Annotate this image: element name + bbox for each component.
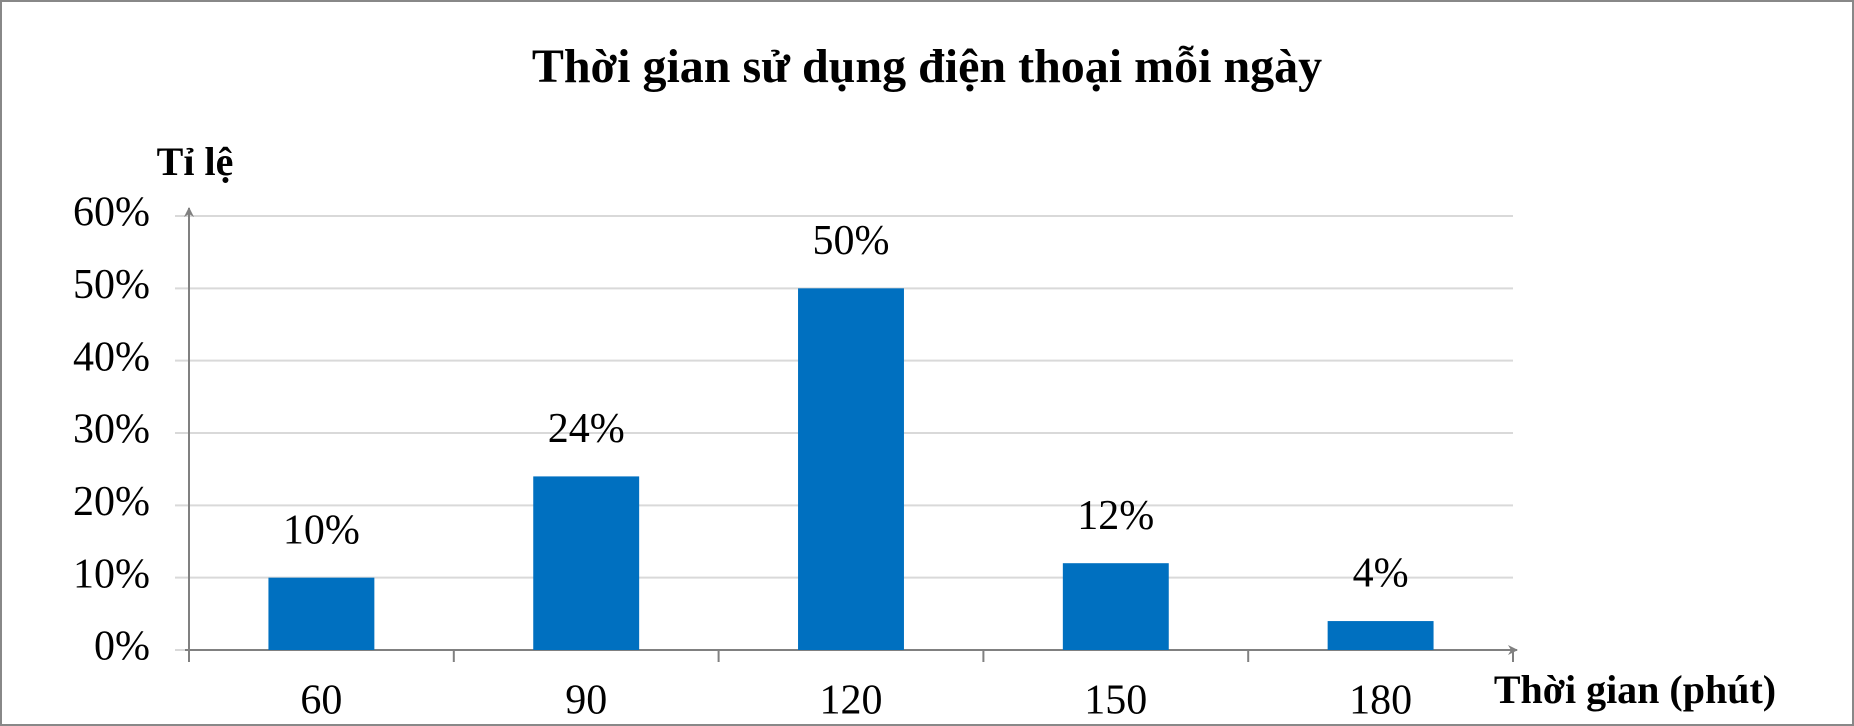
- y-tick-label: 50%: [73, 262, 150, 308]
- value-label: 50%: [813, 218, 890, 264]
- value-label: 10%: [283, 507, 360, 553]
- y-tick-label: 20%: [73, 479, 150, 525]
- y-tick-label: 40%: [73, 334, 150, 380]
- bar: [1327, 621, 1434, 650]
- x-tick-label: 120: [820, 678, 883, 724]
- bar: [533, 476, 640, 650]
- value-label: 4%: [1353, 551, 1409, 597]
- x-tick-label: 150: [1084, 678, 1147, 724]
- x-axis-label: Thời gian (phút): [1494, 667, 1776, 712]
- y-axis-label: Tỉ lệ: [157, 139, 234, 184]
- value-label: 12%: [1077, 493, 1154, 539]
- x-tick-label: 180: [1349, 678, 1412, 724]
- chart-title: Thời gian sử dụng điện thoại mỗi ngày: [532, 40, 1322, 93]
- bar: [1062, 563, 1169, 650]
- y-tick-label: 0%: [94, 624, 150, 670]
- y-tick-label: 60%: [73, 190, 150, 236]
- x-tick-label: 90: [565, 678, 607, 724]
- x-tick-label: 60: [300, 678, 342, 724]
- value-label: 24%: [548, 406, 625, 452]
- y-tick-label: 10%: [73, 551, 150, 597]
- bar: [798, 288, 904, 650]
- bar: [268, 577, 375, 650]
- y-tick-label: 30%: [73, 407, 150, 453]
